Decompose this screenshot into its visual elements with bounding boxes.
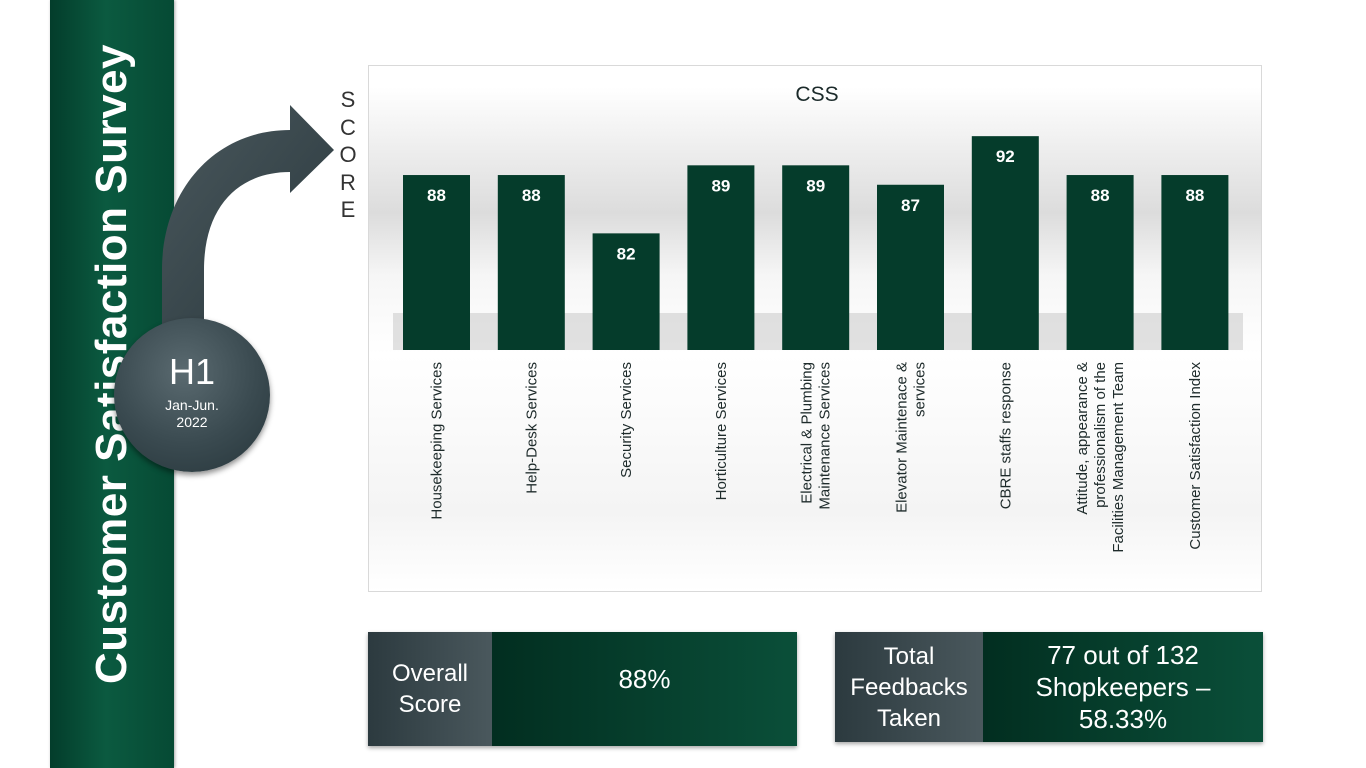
bar-chart: CSS 88 Housekeeping Services 88 Help-Desk Se… <box>393 83 1243 553</box>
period-badge: H1 Jan-Jun. 2022 <box>114 318 270 472</box>
feedbacks-box: Total Feedbacks Taken 77 out of 132 Shop… <box>835 632 1263 742</box>
y-axis-letter: C <box>340 114 356 140</box>
feedbacks-value-line: 58.33% <box>1078 704 1168 734</box>
bar <box>1161 175 1229 350</box>
overall-score-value: 88% <box>492 632 797 746</box>
y-axis-letter: E <box>340 197 356 222</box>
feedbacks-label-line: Feedbacks <box>850 673 968 701</box>
overall-score-label: Overall Score <box>368 632 492 746</box>
bar <box>1066 175 1134 350</box>
category-label: Attitude, appearance &professionalism of… <box>1074 362 1127 553</box>
data-label: 82 <box>617 244 636 263</box>
y-axis-letter: O <box>339 142 357 167</box>
data-label: 92 <box>996 147 1015 166</box>
feedbacks-value-line: 77 out of 132 <box>1047 640 1199 670</box>
data-label: 87 <box>901 196 920 215</box>
feedbacks-label: Total Feedbacks Taken <box>835 632 983 742</box>
chart-title: CSS <box>795 83 838 106</box>
feedbacks-value-line: Shopkeepers – <box>1035 672 1211 702</box>
category-label: Help-Desk Services <box>523 362 540 494</box>
y-axis-letter: R <box>340 169 356 195</box>
category-label: CBRE staffs response <box>997 362 1014 509</box>
category-label: Electrical & PlumbingMaintenance Service… <box>799 362 834 510</box>
data-label: 89 <box>806 176 825 195</box>
data-label: 88 <box>1091 186 1110 205</box>
data-label: 88 <box>522 186 541 205</box>
data-label: 89 <box>711 176 730 195</box>
bar <box>971 136 1039 350</box>
bar <box>782 165 850 350</box>
overall-label-line: Overall <box>391 660 469 687</box>
data-label: 88 <box>427 186 446 205</box>
category-label: Horticulture Services <box>713 362 730 500</box>
bar <box>497 175 565 350</box>
category-label: Security Services <box>618 362 635 478</box>
feedbacks-label-line: Taken <box>876 704 942 732</box>
y-axis-label: S C O R E <box>338 86 358 224</box>
period-year: 2022 <box>176 414 208 430</box>
category-label: Customer Satisfaction Index <box>1187 362 1204 550</box>
bar <box>877 184 944 350</box>
period-label: H1 <box>168 351 216 392</box>
chart-panel: CSS 88 Housekeeping Services 88 Help-Desk Se… <box>368 65 1262 592</box>
overall-label-line: Score <box>398 691 462 718</box>
bar <box>403 175 470 350</box>
overall-score-box: Overall Score 88% <box>368 632 797 746</box>
bar <box>687 165 755 350</box>
period-dates: Jan-Jun. 2022 <box>114 397 270 431</box>
bar <box>592 233 660 350</box>
y-axis-letter: S <box>340 87 356 112</box>
data-label: 88 <box>1185 186 1204 205</box>
feedbacks-value: 77 out of 132 Shopkeepers – 58.33% <box>983 632 1263 742</box>
feedbacks-label-line: Total <box>883 642 935 670</box>
category-label: Housekeeping Services <box>429 362 446 520</box>
period-months: Jan-Jun. <box>165 397 219 413</box>
category-label: Elevator Maintenace &services <box>894 362 929 513</box>
